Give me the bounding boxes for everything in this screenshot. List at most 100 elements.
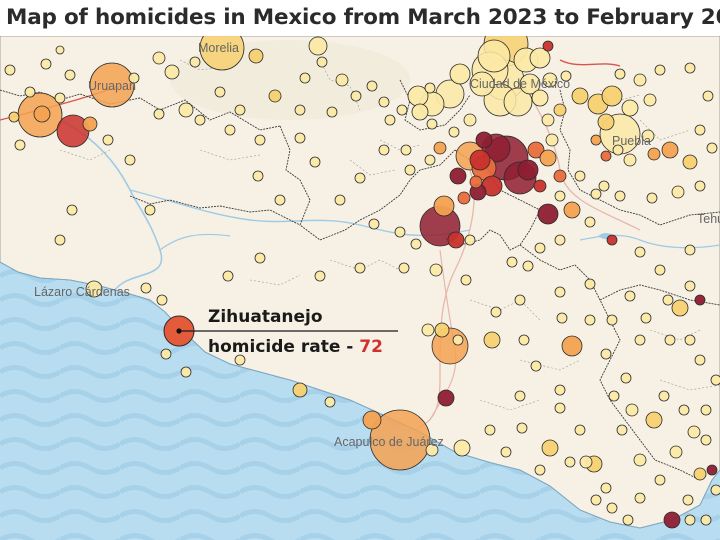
homicide-bubble[interactable] [634, 492, 646, 504]
homicide-bubble[interactable] [124, 154, 136, 166]
homicide-bubble[interactable] [274, 194, 286, 206]
homicide-bubble[interactable] [354, 262, 366, 274]
homicide-bubble[interactable] [542, 40, 554, 52]
homicide-bubble[interactable] [574, 170, 586, 182]
homicide-bubble[interactable] [640, 312, 652, 324]
homicide-bubble[interactable] [597, 113, 615, 131]
homicide-bubble[interactable] [684, 514, 696, 526]
homicide-bubble[interactable] [694, 124, 706, 136]
homicide-bubble[interactable] [424, 82, 436, 94]
homicide-bubble[interactable] [516, 422, 528, 434]
homicide-bubble[interactable] [14, 139, 26, 151]
homicide-bubble[interactable] [661, 141, 679, 159]
homicide-bubble[interactable] [89, 62, 135, 108]
homicide-bubble[interactable] [616, 424, 628, 436]
homicide-bubble[interactable] [369, 409, 431, 471]
homicide-bubble[interactable] [678, 404, 690, 416]
homicide-bubble[interactable] [199, 36, 245, 71]
homicide-bubble[interactable] [600, 150, 612, 162]
homicide-bubble[interactable] [664, 334, 676, 346]
homicide-bubble[interactable] [561, 335, 583, 357]
homicide-bubble[interactable] [234, 354, 246, 366]
homicide-bubble[interactable] [534, 242, 546, 254]
homicide-bubble[interactable] [294, 104, 306, 116]
homicide-bubble[interactable] [64, 69, 76, 81]
homicide-bubble[interactable] [606, 314, 618, 326]
homicide-bubble[interactable] [634, 246, 646, 258]
homicide-bubble[interactable] [424, 154, 436, 166]
homicide-bubble[interactable] [614, 68, 626, 80]
homicide-bubble[interactable] [178, 102, 194, 118]
homicide-bubble[interactable] [564, 456, 576, 468]
homicide-bubble[interactable] [350, 90, 362, 102]
homicide-bubble[interactable] [641, 129, 655, 143]
homicide-bubble[interactable] [503, 87, 533, 117]
homicide-bubble[interactable] [252, 170, 264, 182]
homicide-bubble[interactable] [643, 93, 657, 107]
homicide-bubble[interactable] [324, 396, 336, 408]
homicide-bubble[interactable] [519, 73, 541, 95]
homicide-bubble[interactable] [600, 482, 612, 494]
homicide-bubble[interactable] [700, 404, 712, 416]
homicide-bubble[interactable] [85, 280, 103, 298]
homicide-bubble[interactable] [556, 312, 568, 324]
homicide-bubble[interactable] [464, 234, 476, 246]
homicide-bubble[interactable] [590, 134, 602, 146]
homicide-bubble[interactable] [662, 294, 674, 306]
homicide-bubble[interactable] [449, 167, 467, 185]
homicide-bubble[interactable] [24, 86, 36, 98]
homicide-bubble[interactable] [530, 360, 542, 372]
homicide-bubble[interactable] [102, 134, 114, 146]
homicide-bubble[interactable] [624, 290, 636, 302]
homicide-bubble[interactable] [537, 203, 559, 225]
homicide-bubble[interactable] [314, 270, 326, 282]
homicide-bubble[interactable] [684, 62, 696, 74]
homicide-bubble[interactable] [140, 282, 152, 294]
homicide-bubble[interactable] [354, 172, 366, 184]
homicide-bubble[interactable] [694, 180, 706, 192]
homicide-bubble[interactable] [425, 443, 439, 457]
homicide-bubble[interactable] [4, 64, 16, 76]
homicide-bubble[interactable] [554, 234, 566, 246]
homicide-bubble[interactable] [614, 190, 626, 202]
homicide-bubble[interactable] [384, 114, 396, 126]
homicide-bubble[interactable] [590, 188, 602, 200]
homicide-bubble[interactable] [152, 51, 166, 65]
homicide-bubble[interactable] [411, 103, 429, 121]
homicide-bubble[interactable] [180, 366, 192, 378]
homicide-bubble[interactable] [541, 113, 555, 127]
homicide-bubble[interactable] [460, 274, 472, 286]
homicide-bubble[interactable] [527, 141, 545, 159]
homicide-bubble[interactable] [563, 201, 581, 219]
homicide-bubble[interactable] [554, 190, 566, 202]
homicide-bubble[interactable] [33, 105, 51, 123]
homicide-bubble[interactable] [706, 142, 718, 154]
homicide-bubble[interactable] [663, 511, 681, 529]
homicide-bubble[interactable] [633, 453, 647, 467]
homicide-bubble[interactable] [429, 263, 443, 277]
homicide-bubble[interactable] [687, 425, 701, 439]
homicide-bubble[interactable] [654, 264, 666, 276]
homicide-bubble[interactable] [553, 169, 567, 183]
homicide-bubble[interactable] [469, 175, 483, 189]
homicide-bubble[interactable] [517, 159, 539, 181]
homicide-bubble[interactable] [533, 179, 547, 193]
homicide-bubble[interactable] [294, 132, 306, 144]
homicide-bubble[interactable] [224, 124, 236, 136]
homicide-bubble[interactable] [469, 71, 495, 97]
homicide-bubble[interactable] [612, 144, 624, 156]
homicide-bubble[interactable] [452, 334, 464, 346]
homicide-bubble[interactable] [625, 403, 639, 417]
homicide-bubble[interactable] [214, 86, 226, 98]
homicide-bubble[interactable] [606, 234, 618, 246]
homicide-bubble[interactable] [194, 114, 206, 126]
homicide-bubble[interactable] [164, 64, 180, 80]
homicide-bubble[interactable] [475, 131, 493, 149]
homicide-bubble[interactable] [55, 45, 65, 55]
homicide-bubble[interactable] [254, 252, 266, 264]
homicide-bubble[interactable] [308, 36, 328, 56]
homicide-bubble[interactable] [574, 424, 586, 436]
homicide-bubble[interactable] [434, 322, 450, 338]
homicide-bubble[interactable] [309, 156, 321, 168]
homicide-bubble[interactable] [684, 280, 696, 292]
